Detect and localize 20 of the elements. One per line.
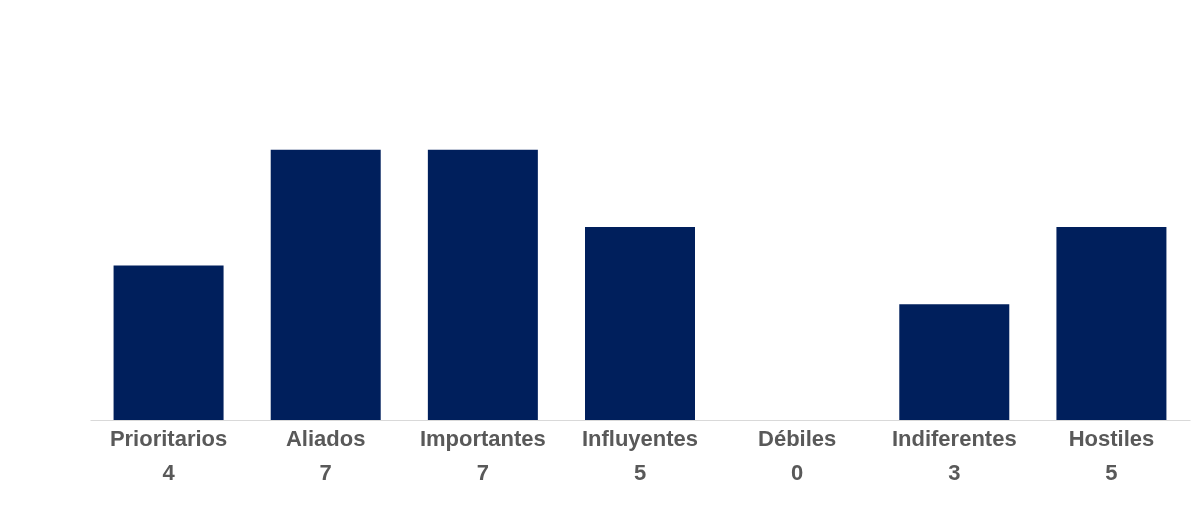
bar (113, 265, 224, 420)
data-label: 5 (633, 460, 647, 485)
x-tick-label: Importantes (419, 425, 546, 451)
x-tick-label: Aliados (285, 425, 366, 451)
data-label: 3 (948, 460, 961, 485)
x-tick-label: Débiles (758, 425, 837, 451)
bar (427, 149, 538, 420)
x-tick-label: Prioritarios (109, 425, 228, 451)
bar (585, 226, 695, 420)
bar (270, 149, 381, 420)
bar (899, 304, 1010, 420)
data-label: 7 (476, 460, 489, 485)
data-label: 0 (791, 460, 804, 485)
x-tick-label: Influyentes (581, 425, 699, 451)
bar (1056, 226, 1167, 420)
data-label: 4 (162, 460, 176, 485)
x-tick-label: Indiferentes (891, 425, 1017, 451)
data-label: 7 (319, 460, 332, 485)
data-label: 5 (1105, 460, 1118, 485)
x-tick-label: Hostiles (1068, 425, 1155, 451)
